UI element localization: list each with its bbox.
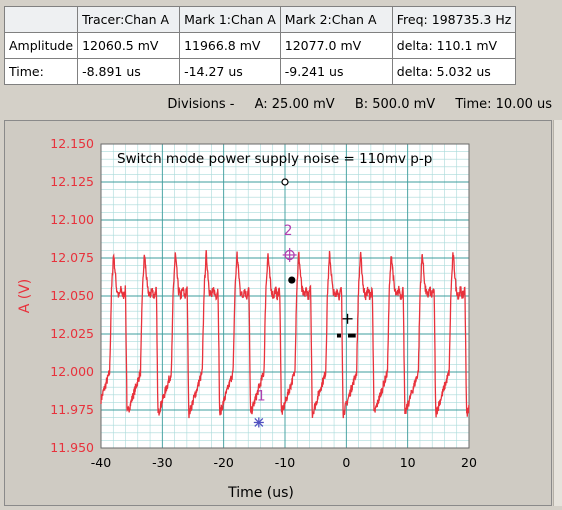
readout-cell: delta: 5.032 us xyxy=(391,58,517,85)
tracer-dot xyxy=(288,276,296,284)
cursor-dot xyxy=(336,333,341,338)
marker-1-asterisk xyxy=(253,417,264,428)
marker-2-label: 2 xyxy=(284,223,293,239)
cursor-dot xyxy=(348,333,353,338)
x-axis-label: Time (us) xyxy=(227,485,294,501)
x-tick-label: 20 xyxy=(461,455,477,470)
readout-cell: -9.241 us xyxy=(279,58,393,85)
open-circle-marker xyxy=(281,178,289,186)
divisions-time: Time: 10.00 us xyxy=(455,97,552,112)
marker-1-stroke xyxy=(254,418,264,427)
readout-header-tracer: Tracer:Chan A xyxy=(77,6,181,33)
readout-table: Tracer:Chan A Mark 1:Chan A Mark 2:Chan … xyxy=(3,6,517,85)
readout-cell: -8.891 us xyxy=(77,58,181,85)
y-tick-label: 11.950 xyxy=(50,440,94,455)
waveform-trace xyxy=(100,250,470,419)
readout-header-mark2: Mark 2:Chan A xyxy=(279,6,393,33)
y-tick-label: 12.000 xyxy=(50,364,94,379)
divisions-a: A: 25.00 mV xyxy=(254,97,335,112)
y-tick-label: 12.100 xyxy=(50,212,94,227)
readout-header-row: Tracer:Chan A Mark 1:Chan A Mark 2:Chan … xyxy=(3,6,517,33)
readout-cell: Time: xyxy=(3,58,79,85)
x-tick-label: 0 xyxy=(342,455,350,470)
divisions-b: B: 500.0 mV xyxy=(354,97,436,112)
marker-2-circle-cross xyxy=(282,247,297,262)
panel-scrollbar[interactable] xyxy=(553,120,562,506)
readout-row-amplitude: Amplitude 12060.5 mV 11966.8 mV 12077.0 … xyxy=(3,32,517,59)
marker-1-label: 1 xyxy=(257,388,266,404)
readout-header-corner xyxy=(3,6,79,33)
y-tick-label: 12.050 xyxy=(50,288,94,303)
y-tick-label: 12.075 xyxy=(50,250,94,265)
y-tick-label: 12.150 xyxy=(50,136,94,151)
x-tick-label: -20 xyxy=(213,455,233,470)
divisions-bar: Divisions - A: 25.00 mV B: 500.0 mV Time… xyxy=(0,97,552,117)
divisions-label: Divisions - xyxy=(167,97,235,112)
readout-cell: -14.27 us xyxy=(179,58,281,85)
scope-plot[interactable]: 1 2 -40 -30 -20 -10 0 10 20 11.950 11.975 12.000 12… xyxy=(5,121,551,505)
readout-header-mark1: Mark 1:Chan A xyxy=(179,6,281,33)
y-tick-label: 11.975 xyxy=(50,402,94,417)
readout-cell: 11966.8 mV xyxy=(179,32,281,59)
y-axis-label: A (V) xyxy=(17,279,33,314)
x-tick-label: -10 xyxy=(275,455,295,470)
y-tick-label: 12.125 xyxy=(50,174,94,189)
readout-cell: 12060.5 mV xyxy=(77,32,181,59)
readout-header-freq: Freq: 198735.3 Hz xyxy=(391,6,517,33)
x-tick-label: -40 xyxy=(91,455,111,470)
readout-cell: 12077.0 mV xyxy=(279,32,393,59)
readout-cell: delta: 110.1 mV xyxy=(391,32,517,59)
cursor-dot xyxy=(351,333,356,338)
plot-panel: 1 2 -40 -30 -20 -10 0 10 20 11.950 11.975 12.000 12… xyxy=(4,120,552,506)
readout-row-time: Time: -8.891 us -14.27 us -9.241 us delt… xyxy=(3,58,517,85)
plot-border xyxy=(100,143,470,449)
readout-cell: Amplitude xyxy=(3,32,79,59)
x-tick-label: -30 xyxy=(152,455,172,470)
x-tick-label: 10 xyxy=(400,455,416,470)
y-tick-label: 12.025 xyxy=(50,326,94,341)
plot-annotation: Switch mode power supply noise = 110mv p… xyxy=(117,151,432,167)
cursor-cross xyxy=(342,313,353,324)
